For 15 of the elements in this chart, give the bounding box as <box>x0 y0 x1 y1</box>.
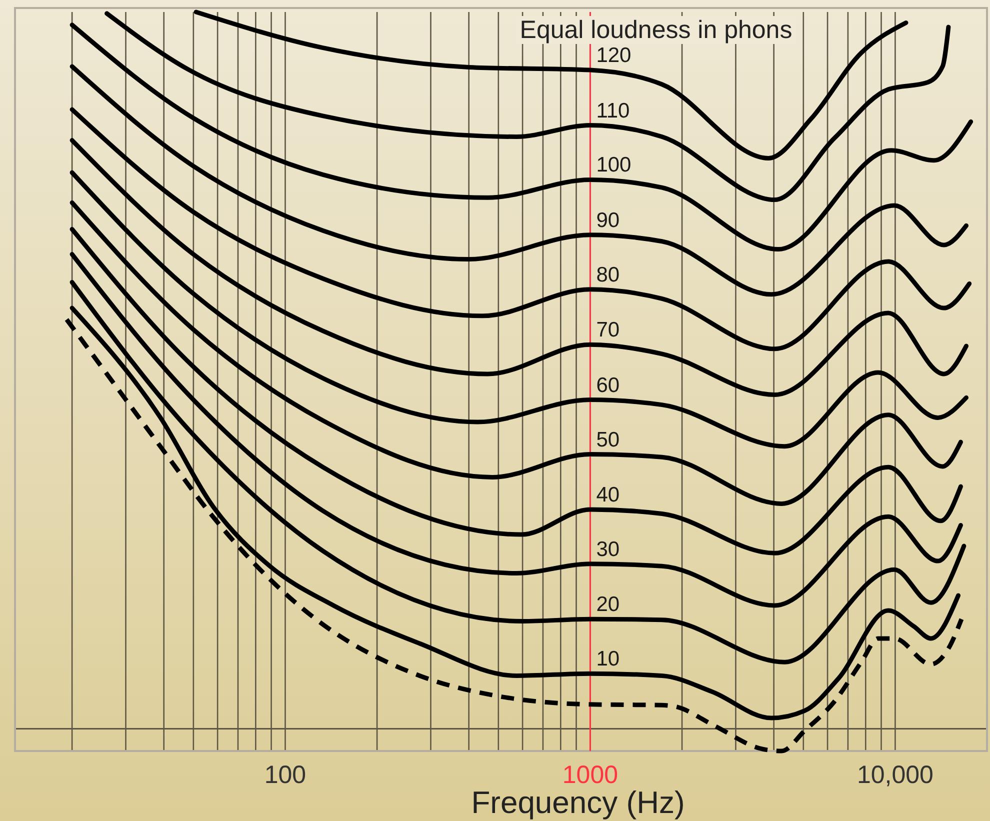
series-label: 80 <box>596 263 620 286</box>
annotation: Equal loudness in phons <box>520 16 792 44</box>
series-label: 120 <box>596 44 632 68</box>
series-label: 30 <box>596 538 620 561</box>
x-tick-label: 10,000 <box>856 761 934 789</box>
series-label: 90 <box>596 208 620 232</box>
series-label: 70 <box>596 318 620 342</box>
series-label: 60 <box>596 374 620 397</box>
series-label: 100 <box>596 154 632 177</box>
series-label: 40 <box>596 483 620 506</box>
series-label: 50 <box>596 428 620 452</box>
series-label: 110 <box>596 99 630 122</box>
series-label: 10 <box>596 648 620 671</box>
x-tick-label: 100 <box>264 761 306 789</box>
series-label: 20 <box>596 593 620 616</box>
